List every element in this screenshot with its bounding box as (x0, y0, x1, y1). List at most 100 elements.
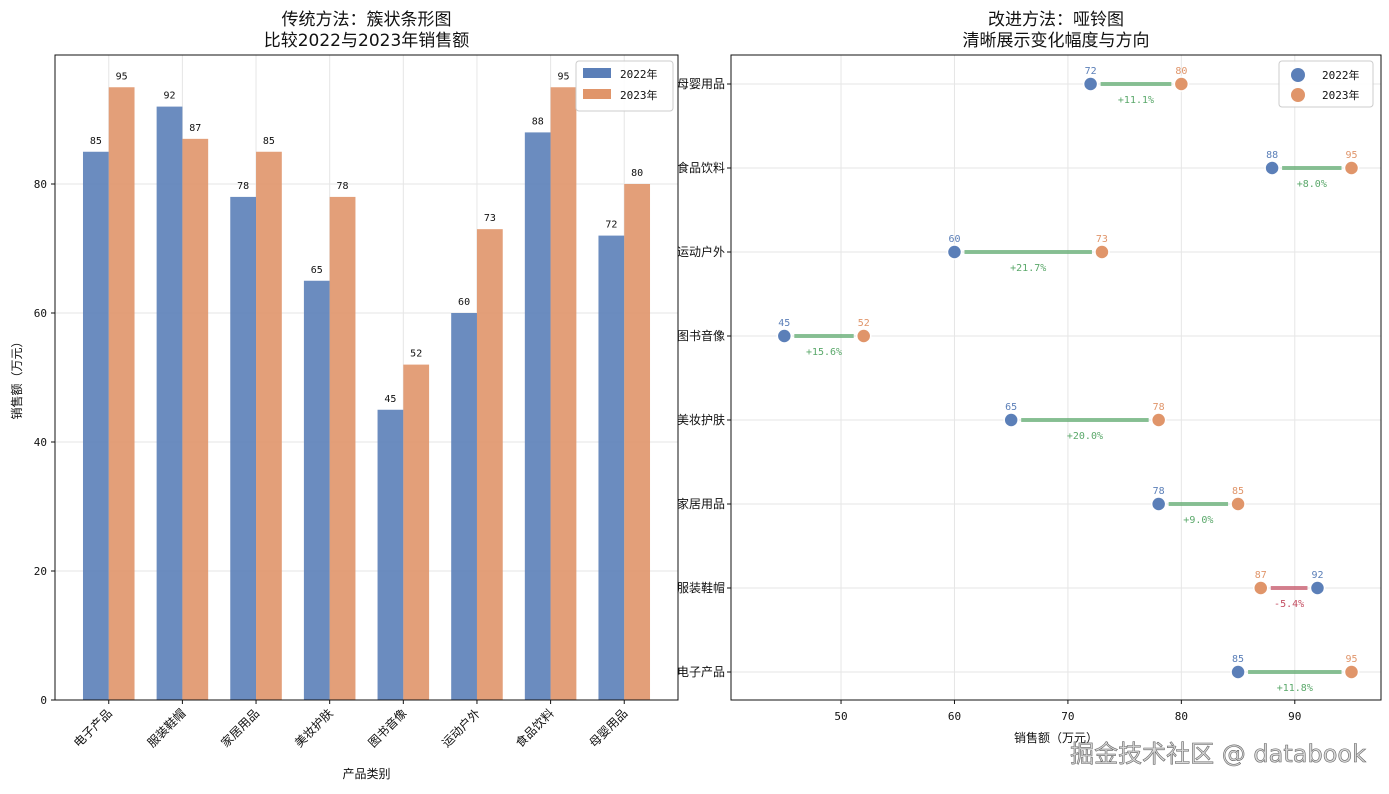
bar-2023年 (108, 87, 135, 700)
y-tick-label: 40 (34, 436, 47, 449)
point-label: 92 (1311, 570, 1323, 581)
change-label: +11.8% (1277, 683, 1313, 694)
x-axis-label: 销售额（万元） (1014, 730, 1098, 745)
point-label: 52 (858, 318, 870, 329)
x-tick-label: 70 (1061, 710, 1074, 723)
point-label: 45 (778, 318, 790, 329)
change-label: +9.0% (1183, 515, 1213, 526)
legend-label: 2023年 (620, 88, 658, 102)
bar-value-label: 87 (189, 123, 201, 134)
legend-label: 2023年 (1322, 88, 1360, 102)
chart-title: 清晰展示变化幅度与方向 (963, 31, 1150, 51)
y-tick-label: 运动户外 (677, 244, 725, 259)
bar-value-label: 45 (384, 394, 396, 405)
bar-2023年 (256, 151, 282, 700)
bar-value-label: 78 (237, 181, 249, 192)
y-tick-label: 0 (40, 694, 47, 707)
y-axis-label: 销售额（万元） (9, 335, 24, 419)
x-tick-label: 50 (834, 710, 847, 723)
y-tick-label: 家居用品 (677, 496, 725, 511)
plot-frame (54, 54, 679, 701)
y-tick-label: 80 (34, 178, 47, 191)
change-label: -5.4% (1274, 599, 1304, 610)
bar-2023年 (550, 87, 577, 700)
point-label: 78 (1153, 402, 1165, 413)
x-tick-label: 运动户外 (439, 706, 484, 751)
legend-label: 2022年 (620, 67, 658, 81)
point-label: 95 (1345, 150, 1357, 161)
point-label: 87 (1255, 570, 1267, 581)
point-2023 (1094, 244, 1110, 260)
bar-chart: 85 92 78 65 45 60 88 72 95 87 85 78 52 73 95 80 0 20 40 60 8… (9, 10, 679, 781)
bar-value-label: 73 (484, 213, 496, 224)
bar-value-label: 72 (605, 220, 617, 231)
point-label: 60 (948, 234, 960, 245)
x-tick-label: 美妆护肤 (291, 706, 336, 751)
legend-swatch (583, 89, 611, 99)
point-2023 (1343, 160, 1360, 176)
y-tick-label: 电子产品 (677, 665, 725, 679)
point-2022 (776, 328, 793, 344)
legend: 2022年 2023年 (575, 60, 674, 112)
bar-2022年 (598, 235, 625, 700)
bar-2022年 (451, 313, 477, 700)
point-label: 95 (1345, 654, 1357, 665)
bar-value-label: 52 (410, 349, 422, 360)
x-tick-label: 80 (1175, 710, 1188, 723)
y-tick-label: 母婴用品 (677, 77, 725, 91)
point-label: 73 (1096, 234, 1108, 245)
bar-value-label: 60 (458, 297, 470, 308)
x-axis-label: 产品类别 (342, 767, 390, 781)
point-2023 (1343, 664, 1360, 680)
x-tick-label: 母婴用品 (587, 706, 631, 750)
bar-value-label: 88 (532, 116, 544, 127)
chart-title: 比较2022与2023年销售额 (264, 31, 470, 51)
legend-marker (1291, 88, 1305, 102)
y-tick-label: 服装鞋帽 (677, 580, 725, 595)
point-2023 (1150, 412, 1167, 428)
point-2023 (1253, 580, 1269, 596)
point-label: 65 (1005, 402, 1017, 413)
x-tick-label: 60 (948, 710, 961, 723)
x-tick-label: 食品饮料 (512, 706, 557, 751)
bar-2022年 (303, 280, 330, 700)
point-label: 88 (1266, 150, 1278, 161)
bar-value-label: 85 (90, 136, 102, 147)
change-label: +20.0% (1067, 431, 1103, 442)
bar-value-label: 80 (631, 168, 643, 179)
point-2023 (1173, 76, 1190, 92)
y-tick-label: 美妆护肤 (677, 412, 725, 427)
legend-marker (1291, 68, 1305, 82)
point-label: 78 (1153, 486, 1165, 497)
point-label: 80 (1175, 66, 1187, 77)
bar-2023年 (403, 364, 430, 700)
point-2022 (1003, 412, 1019, 428)
x-tick-label: 电子产品 (71, 706, 115, 750)
point-2022 (946, 244, 963, 260)
bar-value-label: 92 (163, 91, 175, 102)
y-tick-label: 60 (34, 307, 47, 320)
y-tick-label: 20 (34, 565, 47, 578)
bar-2022年 (524, 132, 551, 700)
point-label: 72 (1085, 66, 1097, 77)
point-2022 (1082, 76, 1099, 92)
x-tick-label: 90 (1288, 710, 1301, 723)
change-label: +11.1% (1118, 95, 1154, 106)
bar-2023年 (624, 184, 651, 700)
bar-value-label: 65 (311, 265, 323, 276)
point-label: 85 (1232, 654, 1244, 665)
y-tick-label: 图书音像 (677, 328, 725, 343)
legend-swatch (583, 68, 611, 78)
point-2022 (1309, 580, 1326, 596)
dumbbell-chart: 85 95 +11.8% 电子产品 92 87 -5.4% 服装鞋帽 78 85 +9.0% 家居用品… (677, 10, 1382, 745)
x-tick-label: 图书音像 (365, 706, 410, 751)
legend: 2022年 2023年 (1278, 60, 1374, 108)
chart-title: 传统方法：簇状条形图 (282, 10, 452, 30)
watermark: 掘金技术社区 @ databook (1070, 740, 1366, 768)
legend-label: 2022年 (1322, 68, 1360, 82)
x-tick-label: 服装鞋帽 (144, 706, 189, 751)
bar-value-label: 95 (557, 71, 569, 82)
change-label: +8.0% (1297, 179, 1327, 190)
x-tick-label: 家居用品 (218, 706, 263, 751)
